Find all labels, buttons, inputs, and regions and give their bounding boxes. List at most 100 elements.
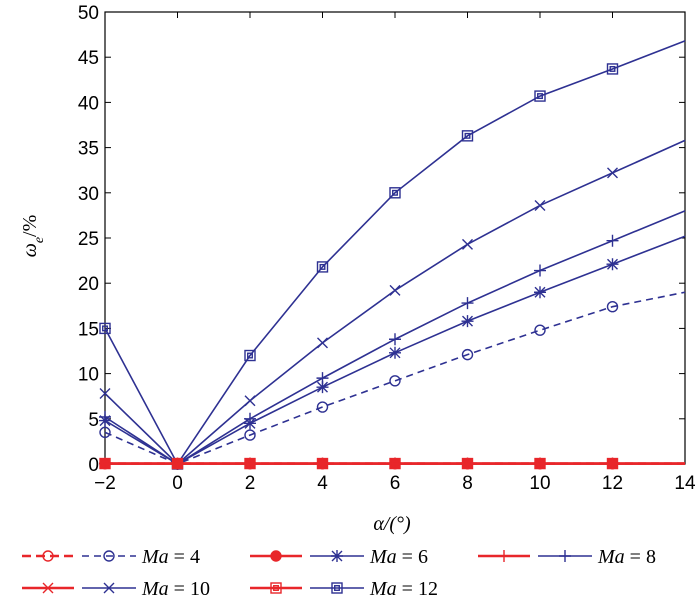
- y-tick-label: 10: [78, 365, 99, 386]
- point-ma-4: [606, 301, 619, 313]
- point-ma-10: [389, 284, 401, 296]
- red-point-ma-12-inner: [174, 460, 181, 467]
- point-ma-12-shape: [99, 322, 111, 335]
- legend-red-marker-shape: [270, 582, 282, 594]
- red-point-ma-12-shape: [244, 457, 256, 470]
- point-ma-10-shape: [534, 199, 546, 211]
- svg-text:ωe/%: ωe/%: [19, 215, 47, 258]
- legend-blue-marker-shape: [559, 550, 571, 562]
- legend-red-marker: [498, 550, 510, 562]
- point-ma-8: [316, 372, 329, 385]
- legend-red-marker-shape: [498, 550, 510, 562]
- point-ma-8-shape: [316, 372, 329, 385]
- point-ma-12-shape: [461, 130, 474, 142]
- point-ma-12-inner: [609, 65, 616, 72]
- red-point-ma-12: [534, 457, 546, 470]
- point-ma-8-shape: [244, 412, 256, 425]
- legend-blue-marker: [331, 582, 343, 594]
- legend-red-marker-shape: [42, 550, 54, 562]
- red-point-ma-12: [99, 457, 111, 470]
- point-ma-12: [389, 187, 401, 199]
- y-tick-label: 15: [78, 319, 99, 340]
- point-ma-12: [99, 322, 111, 335]
- point-ma-8: [606, 234, 619, 247]
- point-ma-6-shape: [316, 381, 329, 394]
- y-axis-label-sub: e: [32, 237, 47, 243]
- point-ma-4-shape: [316, 401, 329, 413]
- point-ma-10: [607, 167, 618, 179]
- point-ma-12-shape: [244, 349, 256, 362]
- point-ma-12-shape: [606, 63, 619, 75]
- y-tick-label: 45: [78, 48, 99, 69]
- point-ma-12: [534, 90, 546, 102]
- series-line-ma-10: [104, 139, 686, 466]
- point-ma-8: [461, 297, 474, 310]
- point-ma-6: [606, 258, 619, 271]
- point-ma-8-shape: [534, 264, 546, 277]
- legend-item-ma-12: Ma = 12: [250, 578, 438, 599]
- legend-blue-marker-shape: [103, 582, 115, 594]
- x-axis-label: α/(°): [373, 513, 411, 535]
- x-tick-label: 4: [317, 473, 328, 494]
- point-ma-4: [99, 426, 111, 439]
- legend-red-marker: [270, 582, 282, 594]
- y-tick-label: 25: [78, 229, 99, 250]
- point-ma-10-shape: [244, 395, 256, 407]
- series-line-ma-4: [104, 291, 686, 465]
- point-ma-4: [461, 348, 474, 361]
- legend-red-marker-shape: [270, 550, 282, 562]
- red-point-ma-12: [461, 457, 474, 470]
- red-point-ma-12-shape: [389, 457, 401, 470]
- point-ma-4-shape: [534, 324, 546, 336]
- point-ma-8: [389, 333, 401, 346]
- legend-red-marker: [270, 550, 282, 562]
- point-ma-12: [461, 130, 474, 142]
- x-tick-label: −2: [94, 473, 116, 494]
- point-ma-6-shape: [606, 258, 619, 271]
- red-point-ma-12-shape: [171, 457, 184, 470]
- x-tick-label: 12: [602, 473, 623, 494]
- red-point-ma-12: [389, 457, 401, 470]
- series-ma-8: [99, 210, 686, 470]
- point-ma-12: [244, 349, 256, 362]
- point-ma-4: [244, 429, 256, 441]
- point-ma-10: [244, 395, 256, 407]
- point-ma-6-shape: [389, 346, 401, 359]
- point-ma-12: [316, 261, 329, 273]
- point-ma-4-shape: [99, 426, 111, 439]
- point-ma-10: [534, 199, 546, 211]
- point-ma-10-shape: [389, 284, 401, 296]
- point-ma-12-shape: [316, 261, 329, 273]
- point-ma-10: [462, 238, 473, 250]
- legend-red-marker-shape: [42, 582, 54, 594]
- red-point-ma-12-inner: [609, 460, 616, 467]
- y-tick-label: 0: [88, 455, 99, 476]
- point-ma-8: [244, 412, 256, 425]
- red-point-ma-12-shape: [534, 457, 546, 470]
- legend-red-marker: [42, 582, 54, 594]
- legend-label: Ma = 8: [597, 546, 656, 568]
- point-ma-8: [534, 264, 546, 277]
- y-tick-label: 5: [88, 410, 99, 431]
- point-ma-12-inner: [537, 93, 543, 100]
- point-ma-12-shape: [389, 187, 401, 199]
- red-point-ma-12-inner: [247, 460, 253, 467]
- plot-frame: [104, 11, 686, 465]
- legend-item-ma-8: Ma = 8: [478, 546, 656, 568]
- point-ma-12-inner: [319, 263, 326, 270]
- series-ma-12: [99, 40, 686, 470]
- point-ma-6: [534, 286, 546, 299]
- red-point-ma-12: [244, 457, 256, 470]
- legend-item-ma-10: Ma = 10: [22, 578, 210, 599]
- red-point-ma-12-shape: [316, 457, 329, 470]
- legend-blue-marker: [331, 550, 343, 562]
- red-point-ma-12-inner: [319, 460, 326, 467]
- legend-blue-marker: [103, 550, 115, 562]
- point-ma-4-shape: [244, 429, 256, 441]
- legend-red-marker-inner: [273, 585, 279, 591]
- red-point-ma-12-inner: [464, 460, 471, 467]
- point-ma-12-inner: [247, 352, 253, 359]
- y-axis-label: ωe/%: [19, 215, 47, 258]
- y-tick-label: 40: [78, 93, 99, 114]
